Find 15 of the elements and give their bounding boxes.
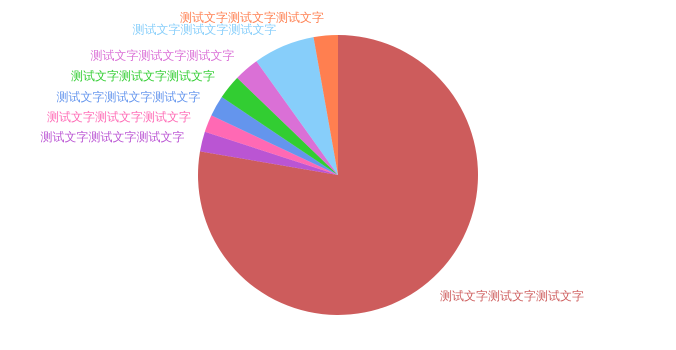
pie-slice bbox=[200, 132, 338, 175]
pie-slice bbox=[222, 78, 338, 175]
slice-label: 测试文字测试文字测试文字 bbox=[71, 68, 216, 83]
slice-label: 测试文字测试文字测试文字 bbox=[180, 10, 324, 25]
slice-label: 测试文字测试文字测试文字 bbox=[90, 48, 235, 63]
pie-slice bbox=[313, 35, 338, 175]
slice-label: 测试文字测试文字测试文字 bbox=[132, 22, 277, 36]
pie-slice bbox=[211, 97, 338, 175]
pie-slice bbox=[204, 115, 338, 175]
pie-slice bbox=[237, 61, 338, 175]
slice-label: 测试文字测试文字测试文字 bbox=[47, 110, 192, 124]
slice-label: 测试文字测试文字测试文字 bbox=[56, 90, 201, 104]
slice-label: 测试文字测试文字测试文字 bbox=[440, 288, 584, 303]
slice-label: 测试文字测试文字测试文字 bbox=[40, 130, 185, 144]
pie-slice bbox=[256, 37, 338, 175]
